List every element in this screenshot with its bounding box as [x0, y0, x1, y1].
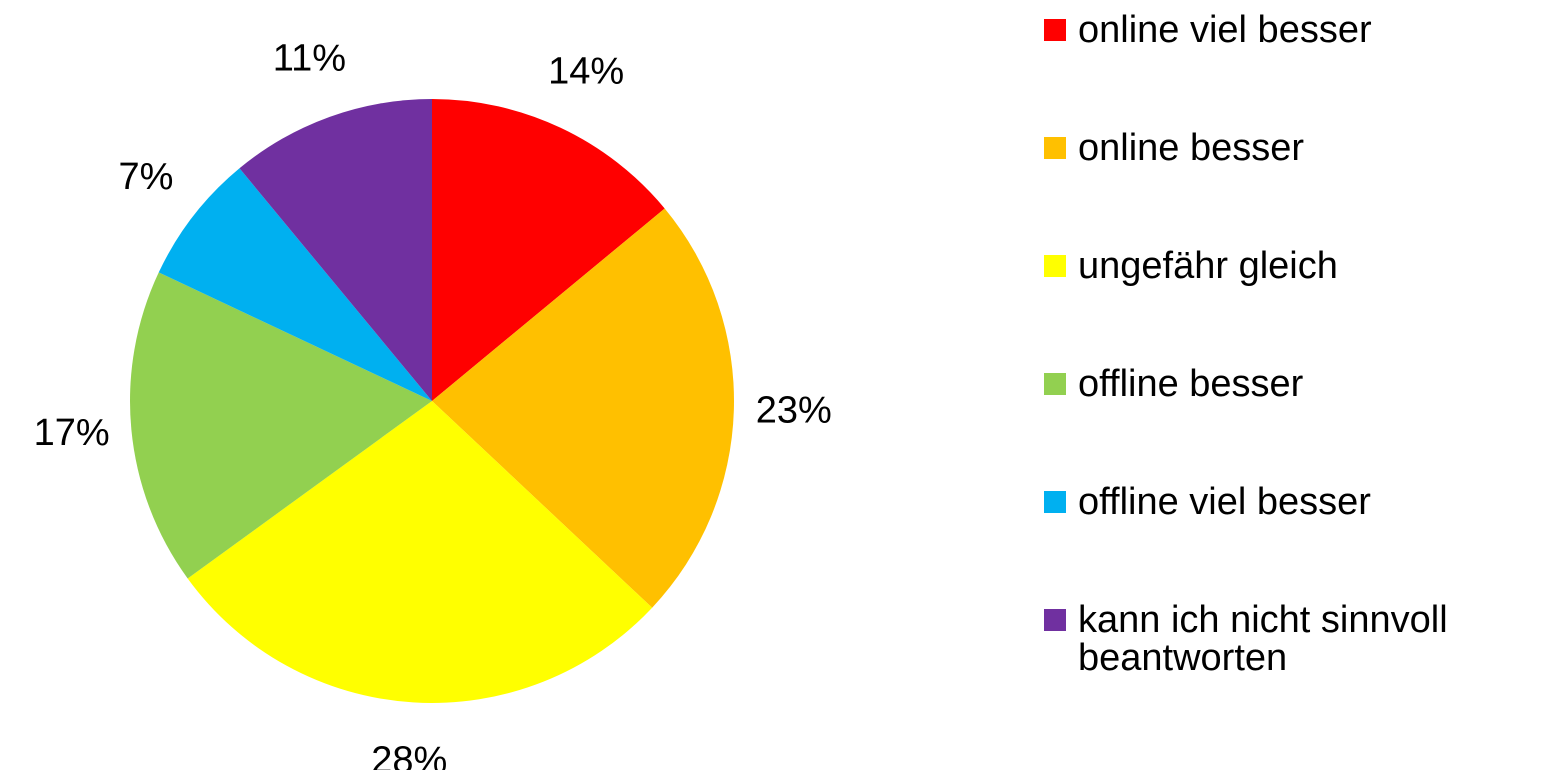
- data-label: 7%: [119, 156, 174, 198]
- legend-swatch: [1044, 19, 1066, 41]
- pie-slice: [130, 272, 432, 579]
- legend-item: ungefähr gleich: [1044, 247, 1548, 285]
- legend-label: offline besser: [1078, 363, 1304, 405]
- pie-slice: [158, 168, 432, 401]
- legend: online viel besser online besser ungefähr …: [1044, 0, 1562, 770]
- chart: 14% 23% 28% 17% 7% 11%: [34, 37, 832, 770]
- legend-item: online viel besser: [1044, 11, 1548, 49]
- legend-swatch: [1044, 255, 1066, 277]
- data-label: 23%: [756, 389, 832, 431]
- legend-label: ungefähr gleich: [1078, 245, 1338, 287]
- data-label: 14%: [548, 50, 624, 92]
- legend-item: online besser: [1044, 129, 1548, 167]
- legend-label: kann ich nicht sinnvoll beantworten: [1078, 599, 1448, 679]
- pie-slice: [187, 401, 653, 703]
- data-label: 17%: [34, 412, 110, 454]
- legend-swatch: [1044, 491, 1066, 513]
- legend-swatch: [1044, 373, 1066, 395]
- pie-slice: [432, 208, 734, 608]
- legend-label: online besser: [1078, 127, 1305, 169]
- legend-swatch: [1044, 609, 1066, 631]
- pie-slice: [239, 99, 432, 401]
- pie-slice: [432, 99, 665, 401]
- legend-item: offline besser: [1044, 365, 1548, 403]
- legend-label: online viel besser: [1078, 9, 1372, 51]
- legend-swatch: [1044, 137, 1066, 159]
- data-label: 11%: [273, 37, 346, 79]
- legend-label: offline viel besser: [1078, 481, 1371, 523]
- legend-item: kann ich nicht sinnvoll beantworten: [1044, 601, 1548, 677]
- data-label: 28%: [371, 739, 447, 770]
- legend-item: offline viel besser: [1044, 483, 1548, 521]
